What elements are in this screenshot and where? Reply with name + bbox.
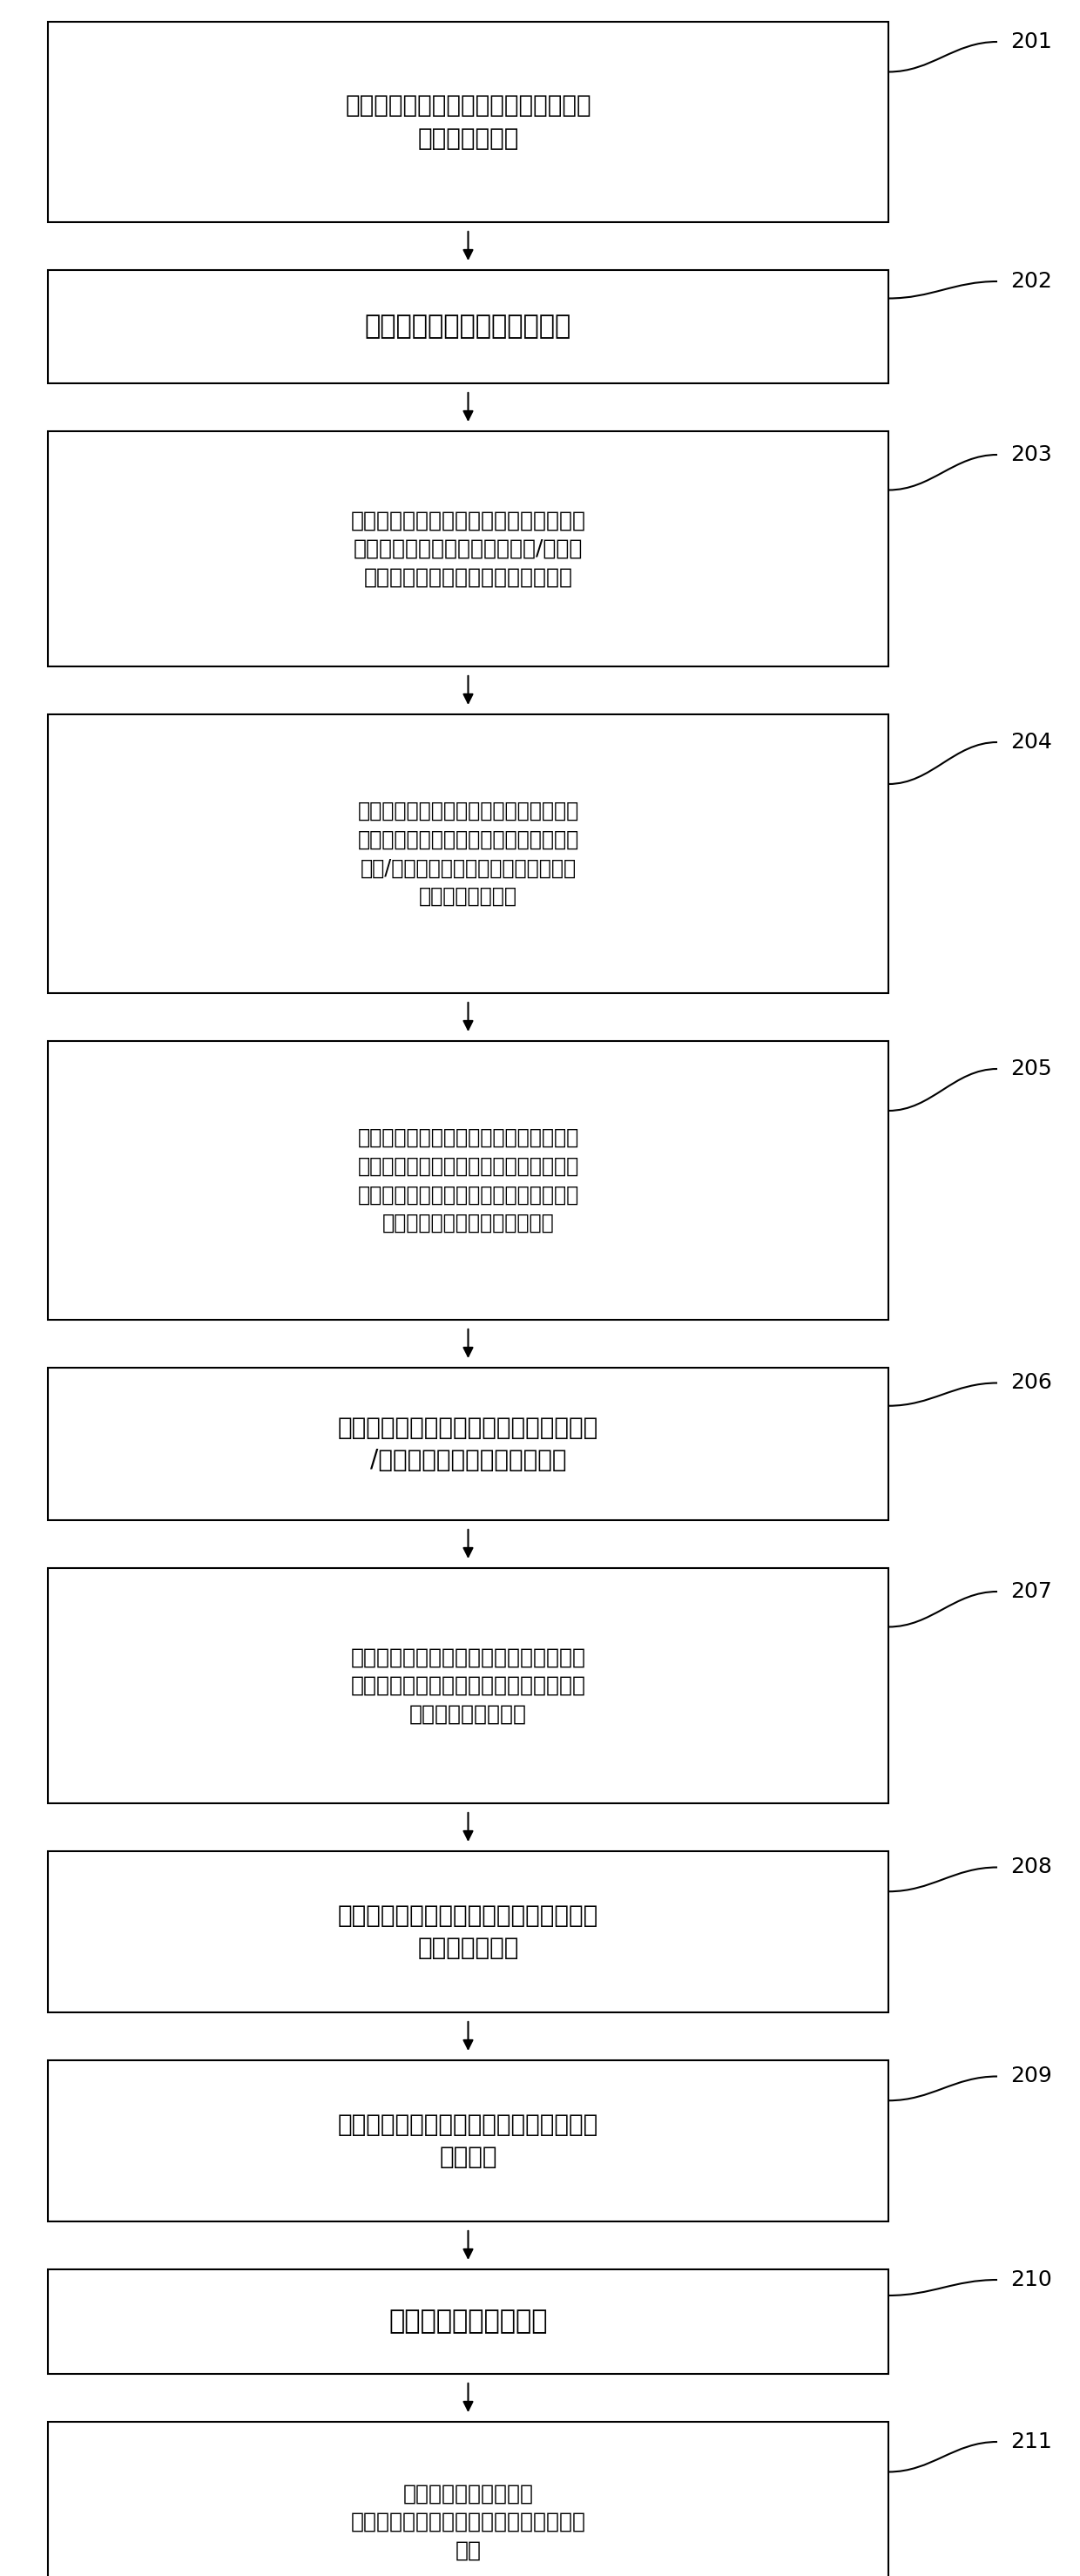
Text: 210: 210 (1010, 2269, 1052, 2290)
Bar (48, 21, 889, 222)
Bar (48, 714, 889, 994)
Text: 对所述目标威胁活动所处阶段的前一阶段
的相关威胁活动发生的条件概率进行排序
，和/或后一阶段的相关威胁活动发生的
条件概率进行排序: 对所述目标威胁活动所处阶段的前一阶段 的相关威胁活动发生的条件概率进行排序 ，和… (357, 801, 579, 907)
Text: 211: 211 (1010, 2432, 1052, 2452)
Text: 根据所述拓扑图评估每个完整威胁活动的
影响范围: 根据所述拓扑图评估每个完整威胁活动的 影响范围 (338, 2112, 598, 2169)
Text: 204: 204 (1010, 732, 1052, 752)
Text: 206: 206 (1010, 1373, 1052, 1394)
Bar (48, 2421, 889, 2576)
Text: 计算评估值间的差值，
确定所述目标威胁活动的完整威胁活动拓
扑图: 计算评估值间的差值， 确定所述目标威胁活动的完整威胁活动拓 扑图 (351, 2483, 585, 2561)
Bar (48, 1569, 889, 1803)
Text: 202: 202 (1010, 270, 1052, 291)
Bar (48, 1368, 889, 1520)
Bar (48, 430, 889, 667)
Text: 基于网络空间威胁框架，对目标威胁活
动进行阶段归类: 基于网络空间威胁框架，对目标威胁活 动进行阶段归类 (346, 93, 591, 149)
Bar (48, 270, 889, 384)
Text: 201: 201 (1010, 31, 1052, 52)
Text: 建立条件概率矩阵图，根据条件概率矩阵
图建立所述目标威胁活动与所述相关威胁
活动的顺序关联关系: 建立条件概率矩阵图，根据条件概率矩阵 图建立所述目标威胁活动与所述相关威胁 活动… (351, 1646, 585, 1723)
Text: 208: 208 (1010, 1857, 1052, 1878)
Text: 推理出所述目标威胁活动所处阶段之前和
/或之后各阶段的相关威胁活动: 推理出所述目标威胁活动所处阶段之前和 /或之后各阶段的相关威胁活动 (338, 1414, 598, 1473)
Text: 209: 209 (1010, 2066, 1052, 2087)
Bar (48, 2061, 889, 2221)
Text: 205: 205 (1010, 1059, 1052, 1079)
Text: 计算所述目标威胁活动所处阶段前和或后
各个阶段中每一阶段的每一相关威胁活动
发生的条件概率，并对每一阶段的相关威
胁活动发生的条件概率进行排序: 计算所述目标威胁活动所处阶段前和或后 各个阶段中每一阶段的每一相关威胁活动 发生… (357, 1128, 579, 1234)
Text: 计算目标威胁活动的发生概率: 计算目标威胁活动的发生概率 (365, 314, 571, 340)
Bar (48, 1852, 889, 2012)
Text: 结合威胁活动关系的关系系数，计算出所
述目标威胁活动所处阶段的前和/或后一
阶段的相关威胁活动发生的条件概率: 结合威胁活动关系的关系系数，计算出所 述目标威胁活动所处阶段的前和/或后一 阶段… (351, 510, 585, 587)
Text: 207: 207 (1010, 1582, 1052, 1602)
Bar (48, 1041, 889, 1319)
Text: 203: 203 (1010, 443, 1052, 466)
Bar (48, 2269, 889, 2375)
Text: 根据所述顺序关联关系，得到多个完整威
胁活动的拓扑图: 根据所述顺序关联关系，得到多个完整威 胁活动的拓扑图 (338, 1904, 598, 1960)
Text: 评估网络资产影响范围: 评估网络资产影响范围 (389, 2308, 548, 2334)
